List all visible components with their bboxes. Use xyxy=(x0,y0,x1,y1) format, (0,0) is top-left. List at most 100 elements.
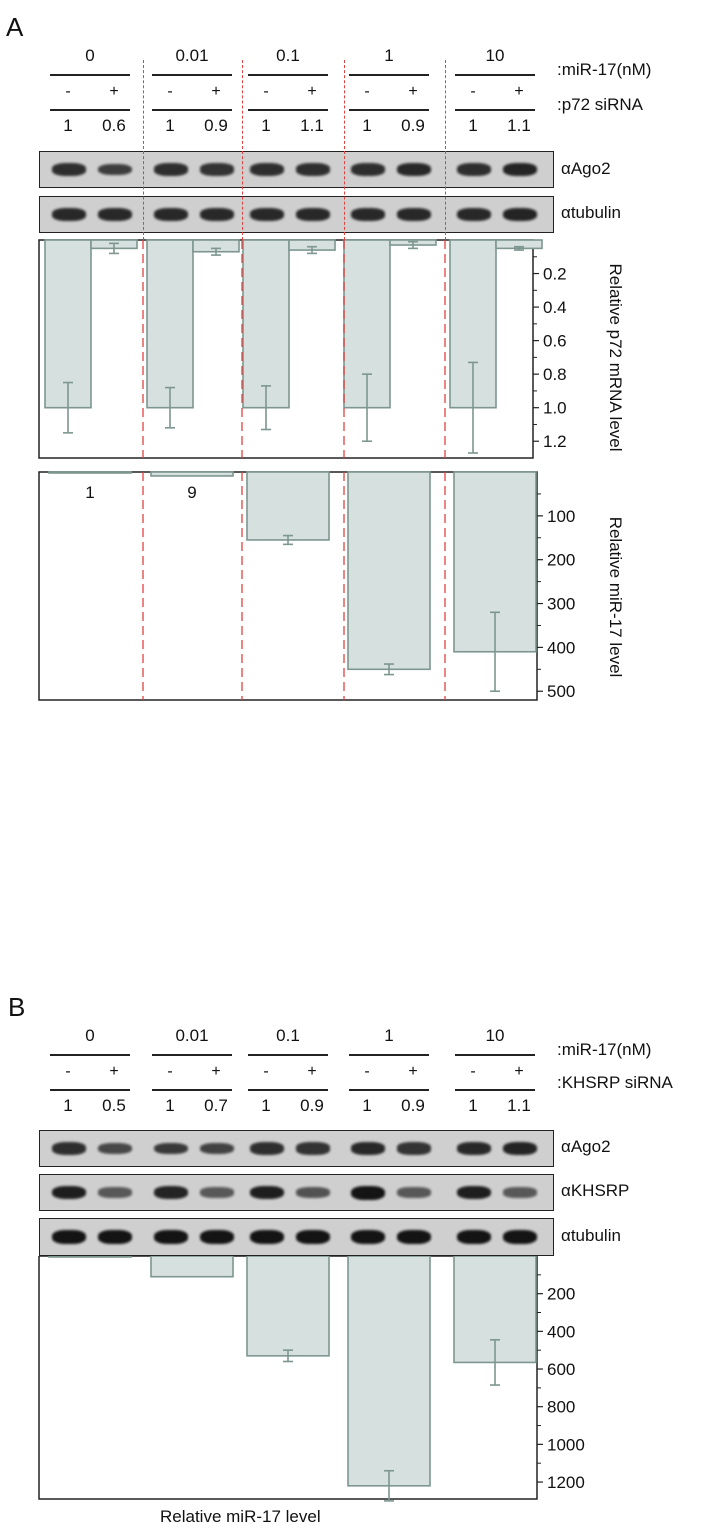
plot-frame xyxy=(38,1256,538,1500)
panel-a-blot-tubulin xyxy=(39,196,554,233)
blot-band xyxy=(397,1187,431,1198)
blot-band xyxy=(200,208,234,221)
sirna-sign: - xyxy=(364,83,370,100)
panel-a-blot-ago2 xyxy=(39,151,554,188)
bar xyxy=(347,1256,431,1487)
band-ratio: 1 xyxy=(165,1096,175,1115)
group-label: 10 xyxy=(485,1026,505,1045)
sign-underline xyxy=(50,1089,130,1091)
panel-a-dose-label: :miR-17(nM) xyxy=(557,60,652,79)
bar xyxy=(246,471,330,541)
y-tick-label: 0.8 xyxy=(543,365,567,384)
y-tick-label: 0.2 xyxy=(543,265,567,284)
band-ratio: 1 xyxy=(362,116,372,135)
blot-band xyxy=(296,1187,330,1198)
bar xyxy=(347,471,431,671)
blot-band xyxy=(98,1143,132,1154)
blot-band xyxy=(154,1185,188,1200)
sirna-sign: + xyxy=(109,83,119,100)
panel-a-sirna-label: :p72 siRNA xyxy=(557,95,643,114)
blot-band xyxy=(98,208,132,221)
blot-band xyxy=(250,1185,284,1200)
group-underline xyxy=(248,1054,328,1056)
lane-separator-top xyxy=(143,60,144,240)
blot-band xyxy=(351,1185,385,1200)
sirna-sign: - xyxy=(167,1063,173,1080)
blot-band xyxy=(397,163,431,176)
bar xyxy=(48,1256,132,1258)
sirna-sign: - xyxy=(263,83,269,100)
band-ratio: 1 xyxy=(261,116,271,135)
sirna-sign: + xyxy=(514,1063,524,1080)
sign-underline xyxy=(349,1089,429,1091)
group-underline xyxy=(349,74,429,76)
blot-band xyxy=(503,1187,537,1198)
sirna-sign: + xyxy=(211,1063,221,1080)
group-label: 0 xyxy=(85,46,95,65)
band-ratio: 0.9 xyxy=(300,1096,324,1115)
group-underline xyxy=(152,1054,232,1056)
sirna-sign: - xyxy=(364,1063,370,1080)
group-underline xyxy=(152,74,232,76)
sign-underline xyxy=(152,1089,232,1091)
sign-underline xyxy=(349,109,429,111)
blot-band xyxy=(52,163,86,176)
band-ratio: 1 xyxy=(63,116,73,135)
group-label: 0.01 xyxy=(175,46,209,65)
panel-a-letter: A xyxy=(6,12,24,42)
blot-band xyxy=(503,1230,537,1244)
panel-b-dose-label: :miR-17(nM) xyxy=(557,1040,652,1059)
sirna-sign: - xyxy=(65,1063,71,1080)
blot-band xyxy=(98,1230,132,1244)
blot-band xyxy=(250,163,284,176)
panel-a-p72-chart: 0.2 0.4 0.6 0.8 1.0 1.2 xyxy=(38,239,567,459)
band-ratio: 0.7 xyxy=(204,1096,228,1115)
group-label: 0.1 xyxy=(276,46,300,65)
sign-underline xyxy=(50,109,130,111)
blot-band xyxy=(457,1230,491,1244)
blot-band xyxy=(98,1187,132,1198)
panel-b-sirna-label: :KHSRP siRNA xyxy=(557,1073,673,1092)
sirna-sign: - xyxy=(167,83,173,100)
blot-band xyxy=(503,207,537,222)
blot-band xyxy=(296,163,330,176)
y-tick-label: 500 xyxy=(547,682,575,701)
y-tick-label: 600 xyxy=(547,1360,575,1379)
group-underline xyxy=(455,1054,535,1056)
blot-band xyxy=(154,163,188,176)
band-ratio: 0.9 xyxy=(401,1096,425,1115)
sirna-sign: - xyxy=(65,83,71,100)
band-ratio: 0.5 xyxy=(102,1096,126,1115)
sirna-sign: - xyxy=(470,1063,476,1080)
data-label: 9 xyxy=(187,483,196,502)
panel-a-mir17-chart: 100 200 300 400 500 1 9 xyxy=(38,471,575,701)
y-tick-label: 1200 xyxy=(547,1473,585,1492)
panel-b-xlabel: Relative miR-17 level xyxy=(160,1507,321,1526)
band-ratio: 1 xyxy=(362,1096,372,1115)
band-ratio: 1 xyxy=(165,116,175,135)
sign-underline xyxy=(248,109,328,111)
y-tick-label: 1.0 xyxy=(543,399,567,418)
blot-band xyxy=(397,1230,431,1244)
band-ratio: 0.9 xyxy=(401,116,425,135)
y-tick-label: 800 xyxy=(547,1398,575,1417)
blot-band xyxy=(154,1230,188,1244)
sirna-sign: + xyxy=(211,83,221,100)
panel-b-blot-tubulin xyxy=(39,1218,554,1256)
bar xyxy=(242,239,290,409)
blot-band xyxy=(351,208,385,221)
blot-band xyxy=(397,1142,431,1155)
bar xyxy=(150,471,234,477)
band-ratio: 0.9 xyxy=(204,116,228,135)
blot-band xyxy=(52,1142,86,1155)
sign-underline xyxy=(152,109,232,111)
blot-band xyxy=(296,208,330,221)
blot-band xyxy=(397,208,431,221)
blot-band xyxy=(351,1230,385,1244)
group-label: 0 xyxy=(85,1026,95,1045)
panel-a-p72-ylabel: Relative p72 mRNA level xyxy=(606,263,625,452)
bar xyxy=(48,471,132,474)
blot-band xyxy=(154,1142,188,1155)
blot-band xyxy=(52,208,86,221)
sign-underline xyxy=(248,1089,328,1091)
